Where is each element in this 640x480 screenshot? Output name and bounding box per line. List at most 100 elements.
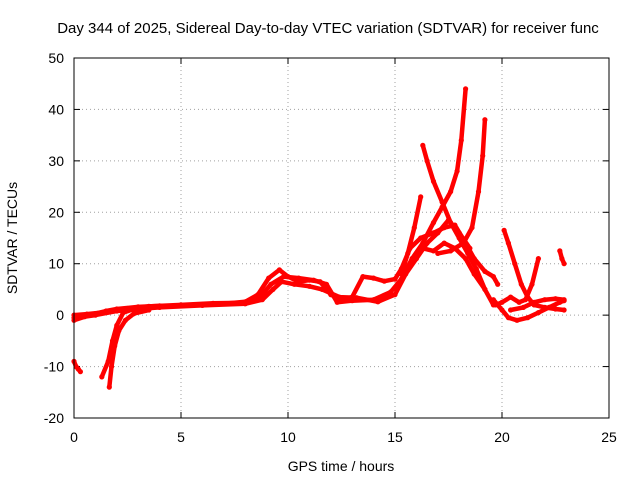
data-point — [458, 137, 464, 143]
data-point — [439, 204, 445, 210]
data-point — [561, 307, 567, 313]
data-point — [501, 227, 507, 233]
data-points — [71, 86, 567, 390]
data-point — [463, 86, 469, 92]
series-track-3 — [71, 217, 473, 323]
data-point — [514, 317, 520, 323]
series-track-8 — [420, 142, 496, 308]
data-point — [499, 307, 505, 313]
y-tick-label: 30 — [48, 153, 64, 169]
data-point — [430, 248, 437, 254]
series-track-7 — [398, 194, 424, 277]
data-point — [495, 281, 501, 287]
data-point — [409, 256, 415, 262]
data-point — [529, 281, 535, 287]
data-point — [131, 306, 137, 312]
data-point — [334, 299, 340, 305]
series-track-13 — [493, 256, 542, 308]
series-track-9 — [409, 86, 469, 262]
data-point — [420, 142, 426, 148]
y-axis-label: SDTVAR / TECUs — [4, 182, 20, 294]
y-tick-label: 0 — [56, 307, 64, 323]
data-point — [259, 297, 265, 303]
data-point — [398, 271, 404, 277]
data-point — [112, 343, 118, 349]
data-point — [482, 117, 488, 123]
data-point — [403, 271, 409, 277]
data-point — [375, 299, 381, 305]
grid — [73, 57, 610, 419]
data-point — [435, 250, 441, 256]
data-point — [311, 277, 317, 283]
chart-title: Day 344 of 2025, Sidereal Day-to-day VTE… — [57, 20, 599, 37]
data-point — [531, 299, 537, 305]
y-tick-label: -10 — [44, 359, 64, 375]
data-point — [542, 297, 548, 303]
series-track-5 — [99, 306, 137, 380]
data-point — [424, 158, 430, 164]
data-point — [542, 304, 548, 310]
data-point — [306, 283, 312, 289]
data-point — [279, 279, 285, 285]
data-point — [116, 328, 122, 334]
data-point — [319, 286, 325, 292]
data-point — [199, 302, 205, 308]
data-point — [463, 256, 469, 262]
data-point — [454, 168, 460, 174]
data-point — [392, 292, 398, 298]
data-point — [411, 225, 417, 231]
data-point — [561, 261, 567, 267]
data-point — [430, 220, 437, 226]
data-point — [448, 189, 454, 195]
series-track-14 — [508, 296, 567, 313]
data-point — [266, 275, 272, 281]
data-point — [508, 294, 514, 300]
series-track-10 — [435, 117, 488, 256]
data-point — [473, 266, 479, 272]
x-tick-label: 15 — [387, 429, 403, 445]
data-point — [381, 278, 387, 284]
data-point — [516, 299, 522, 305]
series-track-6 — [106, 307, 152, 390]
data-point — [323, 281, 330, 287]
data-point — [482, 268, 488, 274]
series-track-2 — [71, 240, 488, 318]
tick-labels: 0 5 10 15 20 25 -20 -10 0 10 20 30 40 50 — [44, 50, 617, 445]
y-tick-label: 20 — [48, 204, 64, 220]
data-point — [77, 369, 83, 375]
data-point — [268, 281, 274, 287]
data-point — [557, 248, 563, 254]
data-point — [276, 267, 282, 273]
data-point — [392, 276, 398, 282]
series-line — [71, 240, 488, 318]
data-point — [512, 261, 518, 267]
data-point — [520, 304, 527, 310]
data-point — [505, 240, 511, 246]
data-point — [122, 317, 128, 323]
y-tick-label: 40 — [48, 101, 64, 117]
x-tick-label: 10 — [280, 429, 296, 445]
data-point — [157, 304, 163, 310]
series-track-15 — [557, 248, 567, 267]
x-tick-label: 25 — [601, 429, 617, 445]
x-tick-label: 5 — [177, 429, 185, 445]
x-axis-label: GPS time / hours — [288, 458, 395, 474]
data-point — [418, 235, 424, 241]
data-point — [490, 297, 496, 303]
data-point — [99, 374, 105, 380]
data-point — [480, 153, 486, 159]
data-point — [505, 315, 511, 321]
data-point — [482, 286, 488, 292]
y-tick-label: 10 — [48, 256, 64, 272]
data-point — [242, 301, 248, 307]
data-point — [388, 289, 394, 295]
y-tick-label: -20 — [44, 410, 64, 426]
data-point — [448, 248, 454, 254]
data-point — [552, 306, 559, 312]
x-tick-label: 0 — [70, 429, 78, 445]
data-point — [499, 299, 505, 305]
series-line — [399, 194, 423, 277]
data-point — [281, 274, 287, 280]
data-point — [360, 274, 366, 280]
